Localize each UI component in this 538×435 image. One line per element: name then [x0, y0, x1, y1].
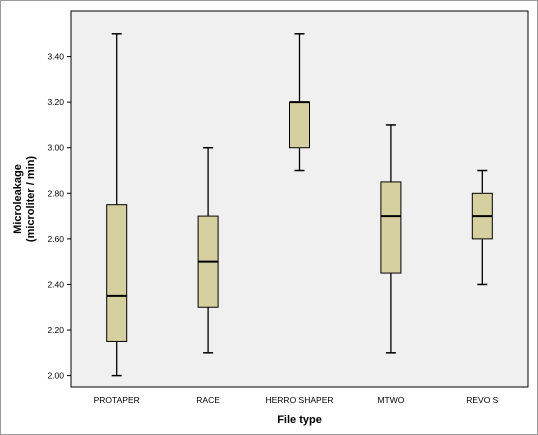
x-category-label: REVO S [466, 395, 498, 405]
x-category-label: HERRO SHAPER [265, 395, 333, 405]
y-axis-subtitle: (microliter / min) [25, 156, 37, 243]
box-race [197, 146, 219, 354]
x-axis-categories: PROTAPER RACE HERRO SHAPER MTWO REVO S [94, 395, 499, 405]
y-tick-label: 3.20 [47, 97, 64, 107]
y-tick-label: 3.00 [47, 143, 64, 153]
y-axis-title: Microleakage [12, 164, 24, 234]
y-tick-label: 2.80 [47, 188, 64, 198]
x-category-label: MTWO [377, 395, 404, 405]
y-tick-label: 2.60 [47, 234, 64, 244]
y-tick-label: 3.40 [47, 52, 64, 62]
y-tick-label: 2.20 [47, 325, 64, 335]
box-revo-s [471, 169, 493, 286]
x-category-label: PROTAPER [94, 395, 140, 405]
box-herro-shaper [289, 33, 310, 172]
y-tick-label: 2.40 [47, 279, 64, 289]
iqr-box [380, 181, 402, 274]
box-protaper [106, 33, 128, 377]
box-mtwo [380, 124, 402, 354]
iqr-box [106, 204, 128, 342]
box-series [106, 33, 493, 377]
x-axis-title: File type [277, 414, 322, 426]
y-axis-ticks: 2.00 2.20 2.40 2.60 2.80 3.00 3.20 3.40 [47, 52, 71, 381]
y-tick-label: 2.00 [47, 371, 64, 381]
x-category-label: RACE [196, 395, 220, 405]
iqr-box [289, 101, 310, 149]
